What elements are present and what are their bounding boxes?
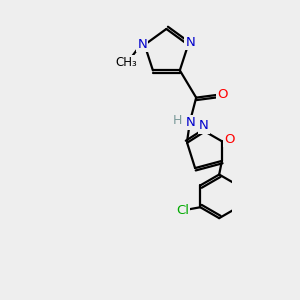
Text: H: H <box>173 114 182 127</box>
Text: N: N <box>199 119 209 133</box>
Text: CH₃: CH₃ <box>115 56 137 69</box>
Text: N: N <box>186 116 196 129</box>
Text: O: O <box>224 133 235 146</box>
Text: O: O <box>217 88 228 101</box>
Text: N: N <box>137 38 147 51</box>
Text: Cl: Cl <box>176 204 189 217</box>
Text: N: N <box>185 36 195 49</box>
